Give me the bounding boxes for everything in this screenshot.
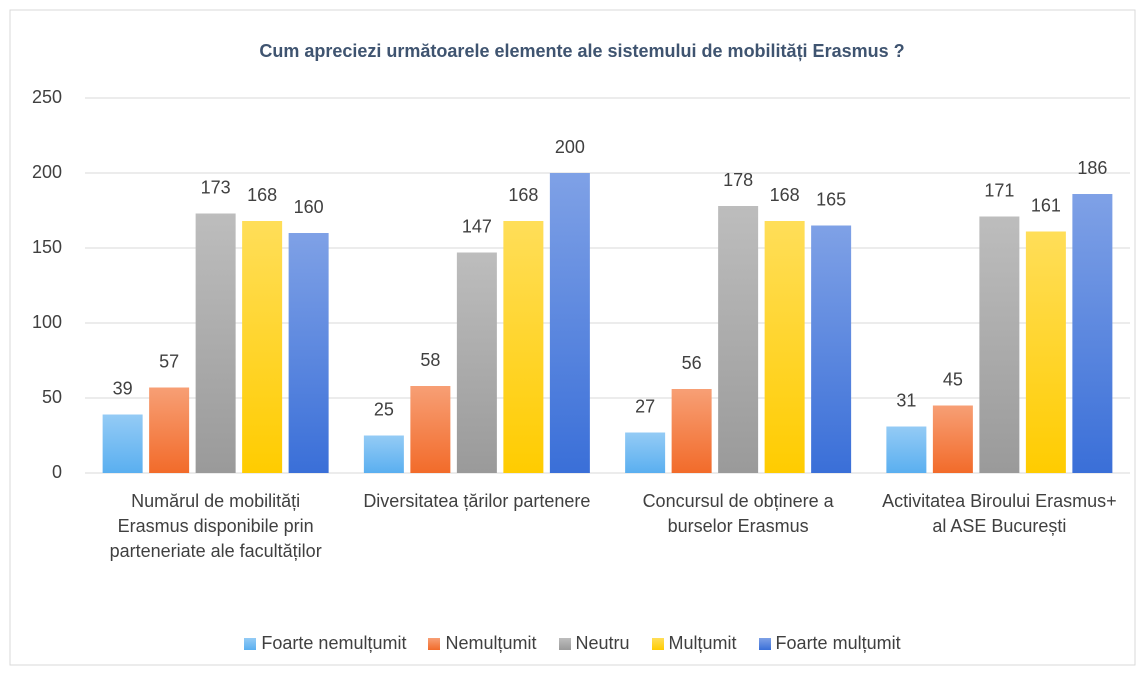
legend-item: Nemulțumit [428,633,537,654]
data-label: 160 [294,197,324,217]
data-label: 57 [159,351,179,371]
data-label: 27 [635,396,655,416]
data-label: 39 [113,378,133,398]
y-tick-label: 150 [32,237,62,257]
legend-label: Neutru [575,633,630,653]
data-label: 25 [374,399,394,419]
data-label: 168 [508,185,538,205]
bar [718,206,759,473]
bar [242,221,283,473]
legend-swatch [558,637,571,650]
legend-item: Foarte mulțumit [758,633,901,654]
legend-item: Neutru [558,633,630,654]
bar [102,414,143,473]
bar [811,225,852,473]
data-label: 178 [723,170,753,190]
bar [1072,194,1113,473]
x-tick-label: Concursul de obținere a burselor Erasmus [642,491,834,536]
bar [1025,231,1066,473]
data-label: 31 [896,390,916,410]
data-label: 200 [555,137,585,157]
data-label: 165 [816,189,846,209]
legend-label: Nemulțumit [445,633,537,653]
bar [288,233,329,473]
data-label: 58 [420,350,440,370]
legend-label: Mulțumit [668,633,737,653]
legend-item: Mulțumit [651,633,737,654]
x-tick-label: Activitatea Biroului Erasmus+ al ASE Buc… [882,491,1117,536]
legend-label: Foarte mulțumit [775,633,901,653]
bar [503,221,544,473]
bar [764,221,805,473]
y-tick-label: 50 [42,387,62,407]
legend: Foarte nemulțumit Nemulțumit Neutru Mulțumi… [0,633,1145,654]
legend-swatch [651,637,664,650]
data-label: 173 [201,177,231,197]
legend-swatch [244,637,257,650]
bar [979,216,1020,473]
bar [149,387,190,473]
y-tick-label: 100 [32,312,62,332]
legend-label: Foarte nemulțumit [261,633,407,653]
data-label: 147 [462,216,492,236]
y-tick-label: 0 [52,462,62,482]
bar [671,389,712,473]
bar [363,435,404,473]
bar [625,432,666,473]
data-label: 56 [682,353,702,373]
data-label: 186 [1077,158,1107,178]
data-label: 161 [1031,195,1061,215]
bar [886,426,927,473]
bar [195,213,236,473]
legend-swatch [428,637,441,650]
data-label: 168 [770,185,800,205]
bar [456,252,497,473]
data-label: 45 [943,369,963,389]
data-label: 171 [984,180,1014,200]
bar [932,405,973,473]
y-tick-label: 250 [32,87,62,107]
legend-swatch [758,637,771,650]
bar [549,173,590,473]
x-tick-label: Diversitatea țărilor partenere [363,491,591,511]
bar [410,386,451,473]
y-tick-label: 200 [32,162,62,182]
legend-item: Foarte nemulțumit [244,633,406,654]
x-tick-label: Numărul de mobilități Erasmus disponibil… [109,491,322,561]
chart-title: Cum apreciezi următoarele elemente ale s… [259,41,904,61]
data-label: 168 [247,185,277,205]
